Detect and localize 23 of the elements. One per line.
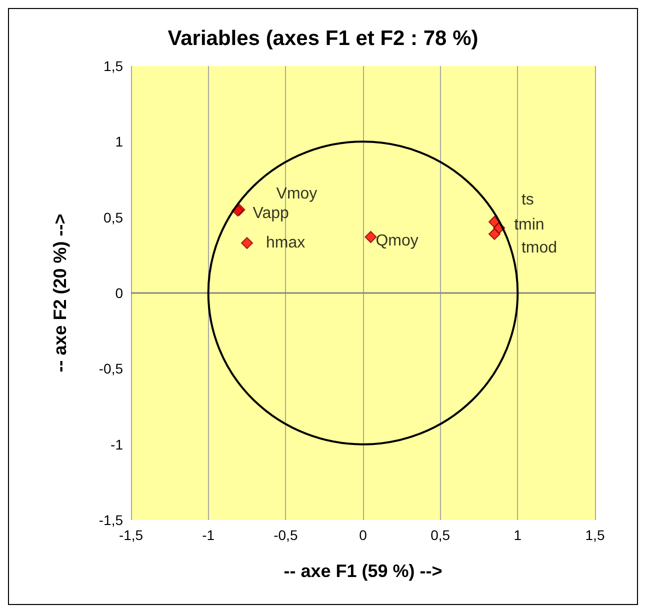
- y-tick-label: 1,5: [104, 58, 124, 74]
- y-axis-title: -- axe F2 (20 %) -->: [50, 214, 70, 372]
- x-tick-label: 1: [514, 527, 522, 543]
- chart-title: Variables (axes F1 et F2 : 78 %): [168, 27, 478, 50]
- y-tick-label: 0: [115, 285, 124, 301]
- y-tick-label: -1: [110, 436, 124, 452]
- y-tick-label: -0,5: [98, 360, 124, 377]
- y-tick-label: 1: [115, 134, 124, 150]
- annotation: tmod: [521, 239, 558, 256]
- annotation: Vapp: [252, 205, 289, 222]
- annotation: hmax: [266, 234, 306, 252]
- x-tick-label: -1: [202, 527, 215, 543]
- y-tick-label: -1,5: [98, 512, 124, 528]
- annotation: Qmoy: [376, 232, 418, 250]
- x-tick-label: 0,5: [430, 527, 450, 543]
- x-tick-label: 1,5: [585, 527, 605, 543]
- x-tick-label: 0: [359, 527, 368, 543]
- x-tick-label: -0,5: [274, 527, 298, 543]
- annotation: tmin: [514, 216, 544, 234]
- annotation: ts: [521, 191, 534, 208]
- annotation: Vmoy: [276, 185, 318, 202]
- x-axis-title: -- axe F1 (59 %) -->: [284, 561, 442, 581]
- y-tick-label: 0,5: [104, 209, 124, 226]
